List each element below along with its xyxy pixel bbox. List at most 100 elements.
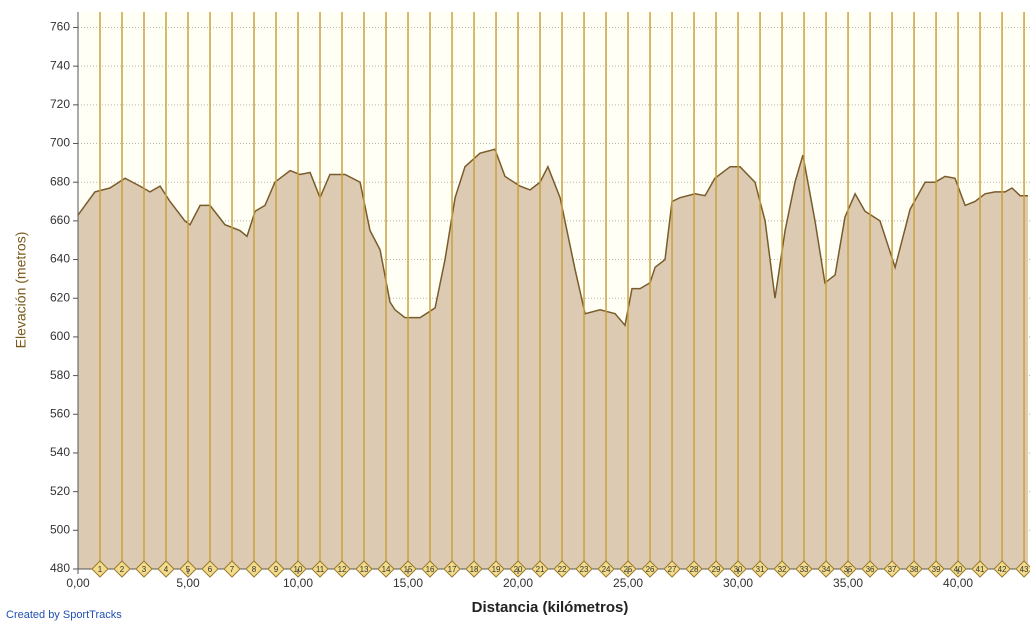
lap-label: 24 [602, 565, 611, 574]
y-tick-label: 500 [50, 522, 70, 536]
x-tick-label: 25,00 [613, 576, 643, 590]
lap-label: 17 [448, 565, 457, 574]
lap-label: 9 [274, 565, 279, 574]
x-tick-label: 35,00 [833, 576, 863, 590]
area-line [77, 148, 1028, 327]
lap-diamond [531, 560, 549, 578]
lap-diamond [201, 560, 219, 578]
x-tick-label: 40,00 [943, 576, 973, 590]
y-tick-label: 620 [50, 290, 70, 304]
lap-label: 1 [98, 565, 103, 574]
lap-diamond [267, 560, 285, 578]
lap-label: 8 [252, 565, 257, 574]
lap-diamond [817, 560, 835, 578]
lap-label: 38 [910, 565, 919, 574]
lap-diamond [443, 560, 461, 578]
lap-diamond [707, 560, 725, 578]
lap-label: 27 [668, 565, 677, 574]
lap-label: 29 [712, 565, 721, 574]
lap-label: 4 [164, 565, 169, 574]
x-axis-title: Distancia (kilómetros) [472, 599, 629, 616]
lap-diamond [685, 560, 703, 578]
lap-diamond [91, 560, 109, 578]
lap-label: 6 [208, 565, 213, 574]
lap-diamond [135, 560, 153, 578]
lap-diamond [663, 560, 681, 578]
lap-label: 21 [536, 565, 545, 574]
y-tick-label: 660 [50, 213, 70, 227]
lap-label: 43 [1020, 565, 1029, 574]
lap-diamond [773, 560, 791, 578]
y-tick-label: 760 [50, 20, 70, 34]
y-tick-label: 720 [50, 97, 70, 111]
lap-diamond [1015, 560, 1030, 578]
lap-diamond [927, 560, 945, 578]
y-tick-label: 680 [50, 174, 70, 188]
lap-label: 23 [580, 565, 589, 574]
lap-label: 11 [316, 565, 325, 574]
y-tick-label: 640 [50, 252, 70, 266]
lap-label: 22 [558, 565, 567, 574]
lap-label: 3 [142, 565, 147, 574]
lap-diamond [421, 560, 439, 578]
lap-diamond [751, 560, 769, 578]
y-tick-label: 600 [50, 329, 70, 343]
footer: Created by SportTracks [6, 609, 122, 621]
y-tick-label: 540 [50, 445, 70, 459]
lap-label: 16 [426, 565, 435, 574]
lap-label: 31 [756, 565, 765, 574]
x-tick-label: 0,00 [66, 576, 90, 590]
lap-diamond [487, 560, 505, 578]
lap-label: 36 [866, 565, 875, 574]
lap-label: 12 [338, 565, 347, 574]
y-tick-label: 480 [50, 561, 70, 575]
lap-diamond [223, 560, 241, 578]
lap-label: 7 [230, 565, 235, 574]
lap-diamond [971, 560, 989, 578]
lap-diamond [113, 560, 131, 578]
y-tick-label: 560 [50, 406, 70, 420]
x-tick-label: 15,00 [393, 576, 423, 590]
lap-diamond [333, 560, 351, 578]
lap-label: 33 [800, 565, 809, 574]
x-tick-label: 30,00 [723, 576, 753, 590]
area-fill [78, 149, 1028, 570]
lap-label: 39 [932, 565, 941, 574]
lap-diamond [993, 560, 1011, 578]
lap-diamond [553, 560, 571, 578]
lap-diamond [795, 560, 813, 578]
lap-label: 37 [888, 565, 897, 574]
y-tick-label: 740 [50, 58, 70, 72]
lap-diamond [157, 560, 175, 578]
lap-diamond [597, 560, 615, 578]
lap-diamond [465, 560, 483, 578]
lap-label: 2 [120, 565, 125, 574]
lap-diamond [355, 560, 373, 578]
lap-label: 34 [822, 565, 831, 574]
y-tick-label: 580 [50, 368, 70, 382]
lap-diamond [245, 560, 263, 578]
lap-diamond [575, 560, 593, 578]
lap-diamond [311, 560, 329, 578]
y-tick-label: 700 [50, 136, 70, 150]
lap-label: 14 [382, 565, 391, 574]
y-tick-label: 520 [50, 484, 70, 498]
lap-label: 18 [470, 565, 479, 574]
lap-diamond [861, 560, 879, 578]
lap-label: 28 [690, 565, 699, 574]
x-tick-label: 20,00 [503, 576, 533, 590]
lap-diamond [641, 560, 659, 578]
lap-label: 13 [360, 565, 369, 574]
lap-label: 32 [778, 565, 787, 574]
lap-diamond [377, 560, 395, 578]
lap-label: 41 [976, 565, 985, 574]
lap-label: 26 [646, 565, 655, 574]
lap-label: 19 [492, 565, 501, 574]
lap-label: 42 [998, 565, 1007, 574]
lap-diamond [905, 560, 923, 578]
x-tick-label: 5,00 [176, 576, 200, 590]
x-tick-label: 10,00 [283, 576, 313, 590]
lap-diamond [883, 560, 901, 578]
y-axis-title: Elevación (metros) [13, 232, 29, 349]
